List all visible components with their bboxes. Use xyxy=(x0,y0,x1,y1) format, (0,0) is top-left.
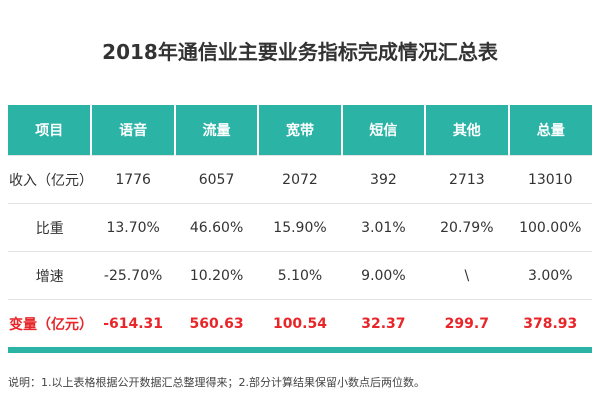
table-cell: 299.7 xyxy=(425,299,509,350)
table-cell: 5.10% xyxy=(258,251,342,300)
table-row: 变量（亿元） -614.31 560.63 100.54 32.37 299.7 378.9… xyxy=(8,299,592,350)
table-cell: 增速 xyxy=(8,251,92,300)
header-cell: 宽带 xyxy=(257,105,342,156)
table-cell: 变量（亿元） xyxy=(8,299,93,350)
table-cell: 2713 xyxy=(425,155,509,204)
summary-table: 项目 语音 流量 宽带 短信 其他 总量 收入（亿元） 1776 6057 2072 392 2713… xyxy=(8,105,592,353)
table-cell: 13010 xyxy=(508,155,592,204)
table-cell: 46.60% xyxy=(174,203,259,252)
table-cell: \ xyxy=(425,251,509,300)
header-cell: 其他 xyxy=(424,105,509,156)
table-header: 项目 语音 流量 宽带 短信 其他 总量 xyxy=(8,105,592,156)
table-cell: 3.01% xyxy=(341,203,426,252)
table-cell: 378.93 xyxy=(508,299,592,350)
table-row: 比重 13.70% 46.60% 15.90% 3.01% 20.79% 100.00% xyxy=(8,203,592,252)
table-cell: 20.79% xyxy=(425,203,509,252)
table-cell: 10.20% xyxy=(174,251,259,300)
table-cell: 比重 xyxy=(8,203,92,252)
table-cell: -614.31 xyxy=(91,299,175,350)
table-cell: 9.00% xyxy=(341,251,426,300)
table-cell: 收入（亿元） xyxy=(8,155,93,204)
title: 2018年通信业主要业务指标完成情况汇总表 xyxy=(102,40,498,64)
table-cell: 32.37 xyxy=(341,299,426,350)
table-cell: 100.54 xyxy=(258,299,342,350)
table-cell: 100.00% xyxy=(508,203,592,252)
table-cell: 13.70% xyxy=(91,203,175,252)
table-cell: -25.70% xyxy=(91,251,175,300)
table-cell: 392 xyxy=(341,155,426,204)
table-row: 增速 -25.70% 10.20% 5.10% 9.00% \ 3.00% xyxy=(8,251,592,300)
table-cell: 560.63 xyxy=(174,299,259,350)
header-cell: 项目 xyxy=(8,105,92,156)
header-cell: 总量 xyxy=(507,105,592,156)
note: 说明：1.以上表格根据公开数据汇总整理得来；2.部分计算结果保留小数点后两位数。 xyxy=(8,376,425,389)
table-cell: 1776 xyxy=(91,155,175,204)
header-row: 项目 语音 流量 宽带 短信 其他 总量 xyxy=(8,105,592,156)
table-row: 收入（亿元） 1776 6057 2072 392 2713 13010 xyxy=(8,155,592,204)
header-cell: 流量 xyxy=(173,105,259,156)
table-body: 收入（亿元） 1776 6057 2072 392 2713 13010 比重 13.70% 46… xyxy=(8,155,592,350)
table-cell: 3.00% xyxy=(508,251,592,300)
table-cell: 6057 xyxy=(174,155,259,204)
header-cell: 语音 xyxy=(90,105,175,156)
table-cell: 15.90% xyxy=(258,203,342,252)
header-cell: 短信 xyxy=(340,105,426,156)
table-cell: 2072 xyxy=(258,155,342,204)
